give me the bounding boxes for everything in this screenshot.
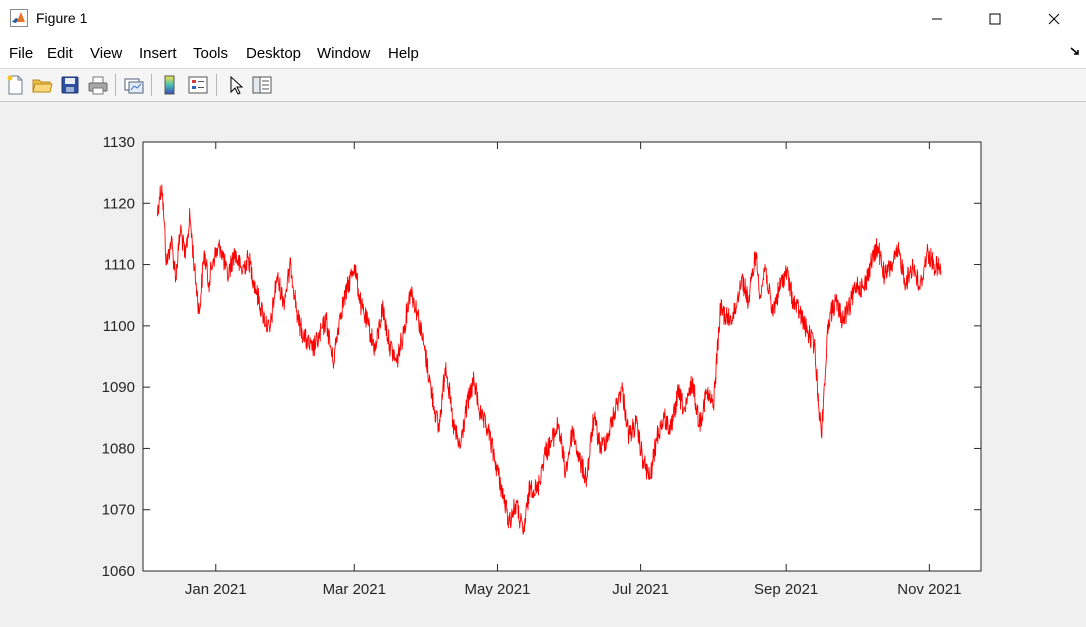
menu-desktop[interactable]: Desktop xyxy=(246,45,302,62)
axes-background xyxy=(143,142,981,571)
y-tick-label: 1080 xyxy=(102,440,135,457)
property-inspector-icon[interactable] xyxy=(251,74,273,96)
menu-edit[interactable]: Edit xyxy=(47,45,73,62)
x-tick-label: Mar 2021 xyxy=(323,581,386,598)
menu-insert[interactable]: Insert xyxy=(139,45,177,62)
y-tick-label: 1120 xyxy=(103,195,135,212)
x-tick-label: Sep 2021 xyxy=(754,581,818,598)
x-tick-label: Jan 2021 xyxy=(185,581,247,598)
menu-view[interactable]: View xyxy=(90,45,123,62)
toolbar-separator xyxy=(151,74,152,96)
toolbar-separator xyxy=(115,74,116,96)
close-button[interactable] xyxy=(1031,0,1077,38)
y-tick-label: 1130 xyxy=(103,134,135,151)
plot-layer xyxy=(156,184,942,535)
menu-help[interactable]: Help xyxy=(388,45,419,62)
x-tick-label: May 2021 xyxy=(465,581,531,598)
y-tick-label: 1090 xyxy=(102,379,135,396)
y-tick-label: 1100 xyxy=(103,318,135,335)
open-file-icon[interactable] xyxy=(31,74,53,96)
x-tick-label: Jul 2021 xyxy=(612,581,669,598)
figure-canvas: 1060 1070 1080 1090 1100 1110 1120 1130 Jan 2021… xyxy=(0,102,1086,627)
title-bar: Figure 1 xyxy=(0,0,1086,38)
legend-icon[interactable] xyxy=(187,74,209,96)
link-plot-icon[interactable] xyxy=(123,74,145,96)
save-icon[interactable] xyxy=(59,74,81,96)
y-tick-label: 1060 xyxy=(102,563,135,580)
y-tick-label: 1110 xyxy=(104,257,135,274)
y-tick-label: 1070 xyxy=(102,502,135,519)
menu-window[interactable]: Window xyxy=(317,45,371,62)
minimize-icon xyxy=(932,18,942,20)
series-line xyxy=(156,184,942,535)
window-title: Figure 1 xyxy=(36,10,88,26)
line-chart[interactable]: 1060 1070 1080 1090 1100 1110 1120 1130 Jan 2021… xyxy=(0,102,1086,627)
menu-tools[interactable]: Tools xyxy=(193,45,229,62)
pointer-icon[interactable] xyxy=(225,74,247,96)
minimize-button[interactable] xyxy=(914,0,960,38)
matlab-logo-icon xyxy=(10,9,28,27)
menu-bar: File Edit View Insert Tools Desktop Wind… xyxy=(0,38,1086,69)
figure-toolbar xyxy=(0,69,1086,102)
new-figure-icon[interactable] xyxy=(4,74,26,96)
x-tick-label: Nov 2021 xyxy=(897,581,961,598)
print-icon[interactable] xyxy=(87,74,109,96)
dock-arrow-icon[interactable] xyxy=(1070,46,1080,56)
maximize-icon xyxy=(989,13,1001,25)
close-icon xyxy=(1048,13,1060,25)
colorbar-icon[interactable] xyxy=(159,74,181,96)
menu-file[interactable]: File xyxy=(9,45,34,62)
toolbar-separator xyxy=(216,74,217,96)
maximize-button[interactable] xyxy=(972,0,1018,38)
axes-box xyxy=(142,141,982,572)
ticks-layer: 1060 1070 1080 1090 1100 1110 1120 1130 Jan 2021… xyxy=(102,134,981,598)
